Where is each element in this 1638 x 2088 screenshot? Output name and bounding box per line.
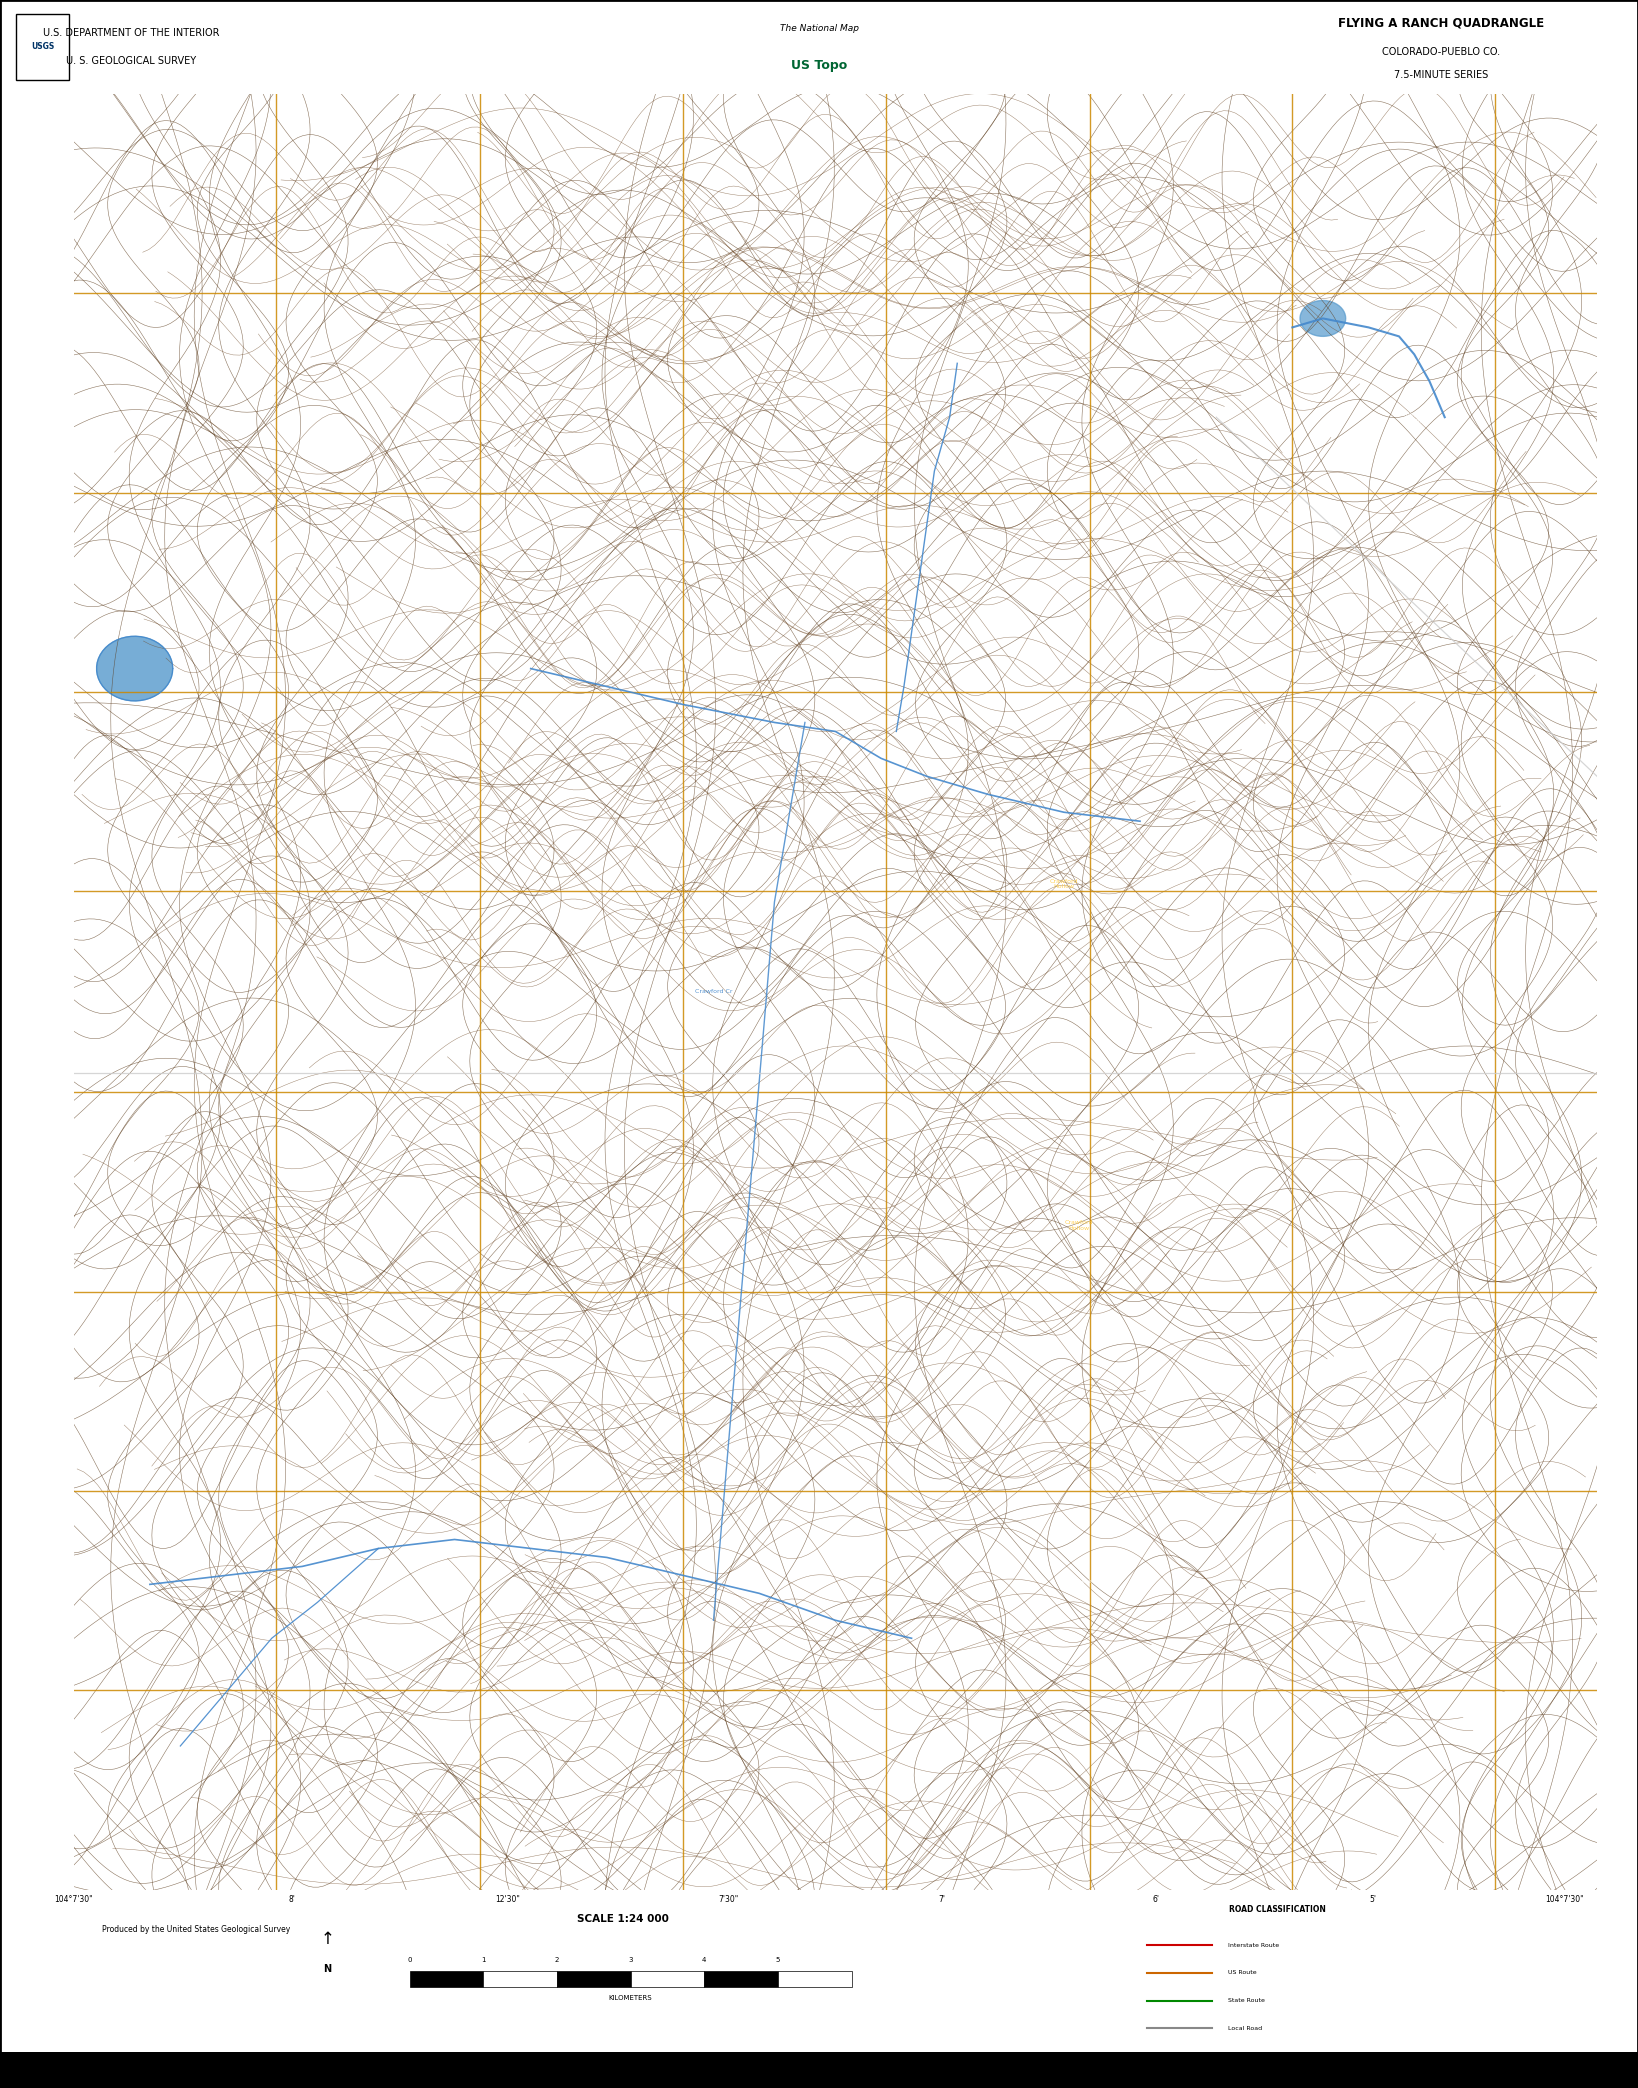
Bar <box>483 1971 557 1988</box>
Text: US Topo: US Topo <box>791 58 847 73</box>
Text: SCALE 1:24 000: SCALE 1:24 000 <box>577 1915 668 1925</box>
Text: 1: 1 <box>482 1956 485 1963</box>
Text: Produced by the United States Geological Survey: Produced by the United States Geological… <box>103 1925 290 1933</box>
Text: Local Road: Local Road <box>1228 2025 1263 2032</box>
Text: 8': 8' <box>288 1896 295 1904</box>
Bar <box>704 1971 778 1988</box>
Bar <box>778 1971 852 1988</box>
Text: ROAD CLASSIFICATION: ROAD CLASSIFICATION <box>1228 1904 1327 1915</box>
Text: 6': 6' <box>1153 1896 1160 1904</box>
Text: 12'30": 12'30" <box>495 1896 521 1904</box>
Text: 104°7'30": 104°7'30" <box>54 1896 93 1904</box>
Text: 3: 3 <box>629 1956 632 1963</box>
Text: Honeycutt
Spring: Honeycutt Spring <box>1397 411 1430 422</box>
Text: 104°7'30": 104°7'30" <box>1545 1896 1584 1904</box>
Text: 7': 7' <box>939 1896 945 1904</box>
Text: 0: 0 <box>408 1956 411 1963</box>
Text: Crawford Cr: Crawford Cr <box>695 990 732 994</box>
Text: 7.5-MINUTE SERIES: 7.5-MINUTE SERIES <box>1394 71 1489 79</box>
Text: Machete
Draw: Machete Draw <box>1066 1579 1093 1589</box>
Text: 5': 5' <box>1369 1896 1376 1904</box>
Bar <box>16 15 69 79</box>
Bar <box>0 2053 1638 2088</box>
Bar <box>410 1971 483 1988</box>
Text: The National Map: The National Map <box>780 23 858 33</box>
Text: 5: 5 <box>776 1956 780 1963</box>
Text: N: N <box>324 1965 331 1973</box>
Text: State Route: State Route <box>1228 1998 1266 2002</box>
Text: 7'30": 7'30" <box>719 1896 739 1904</box>
Text: Interstate Route: Interstate Route <box>1228 1942 1279 1948</box>
Polygon shape <box>1301 301 1346 336</box>
Bar <box>557 1971 631 1988</box>
Text: KILOMETERS: KILOMETERS <box>609 1994 652 2000</box>
Text: 2: 2 <box>555 1956 559 1963</box>
Text: US Route: US Route <box>1228 1971 1256 1975</box>
Bar <box>631 1971 704 1988</box>
Text: Ross
Spring: Ross Spring <box>963 313 983 324</box>
Text: 4: 4 <box>703 1956 706 1963</box>
Text: U. S. GEOLOGICAL SURVEY: U. S. GEOLOGICAL SURVEY <box>66 56 197 67</box>
Text: ↑: ↑ <box>321 1929 334 1948</box>
Text: Crawford
Hollow: Crawford Hollow <box>1065 1219 1093 1230</box>
Text: USGS: USGS <box>31 42 54 52</box>
Text: COLORADO-PUEBLO CO.: COLORADO-PUEBLO CO. <box>1382 46 1500 56</box>
Text: Crawford
Hollow: Crawford Hollow <box>1050 879 1078 889</box>
Text: FLYING A RANCH QUADRANGLE: FLYING A RANCH QUADRANGLE <box>1338 17 1545 29</box>
Text: U.S. DEPARTMENT OF THE INTERIOR: U.S. DEPARTMENT OF THE INTERIOR <box>43 27 219 38</box>
Polygon shape <box>97 637 172 702</box>
